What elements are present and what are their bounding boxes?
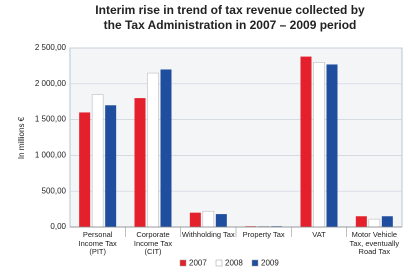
bar xyxy=(91,94,104,228)
bar xyxy=(300,56,312,228)
bar xyxy=(381,216,393,227)
legend-swatch xyxy=(251,259,259,267)
y-tick-label: 2 000,00 xyxy=(35,79,67,88)
y-tick-label: 1 500,00 xyxy=(35,115,67,124)
y-axis-label: In millions € xyxy=(17,116,26,159)
x-tick-label: Withholding Tax xyxy=(181,230,235,239)
x-tick-label: Personal Income Tax (PIT) xyxy=(78,230,117,256)
bar xyxy=(313,62,325,228)
legend-swatch xyxy=(179,259,187,267)
bar xyxy=(215,214,227,227)
x-tick-label: Corporate Income Tax (CIT) xyxy=(133,230,173,256)
bar xyxy=(134,98,146,228)
x-tick-label: Motor Vehicle Tax, eventually Road Tax xyxy=(349,230,400,256)
legend-label: 2009 xyxy=(261,259,279,268)
bar xyxy=(355,216,367,227)
bar xyxy=(368,218,381,228)
bar xyxy=(160,69,172,227)
plot-area xyxy=(69,47,403,228)
bar xyxy=(202,210,215,228)
x-tick-label: Property Tax xyxy=(242,230,285,239)
y-tick-label: 1 000,00 xyxy=(35,151,67,160)
bar xyxy=(105,105,117,227)
legend-label: 2007 xyxy=(189,259,207,268)
x-tick-label: VAT xyxy=(312,230,326,239)
chart-title: Interim rise in trend of tax revenue col… xyxy=(95,3,365,32)
y-tick-label: 500,00 xyxy=(42,186,67,195)
y-tick-label: 2 500,00 xyxy=(35,43,67,52)
bar xyxy=(326,64,338,227)
legend-swatch xyxy=(215,259,223,267)
bar xyxy=(189,212,201,227)
bar xyxy=(79,112,91,227)
legend-label: 2008 xyxy=(225,259,243,268)
bar xyxy=(147,72,159,228)
y-tick-label: 0,00 xyxy=(50,222,66,231)
